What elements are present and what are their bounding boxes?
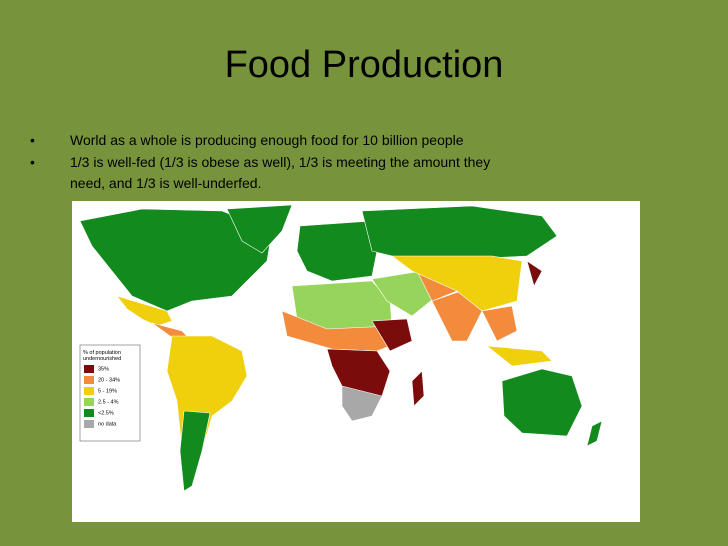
southeast-asia xyxy=(481,305,518,342)
north-america xyxy=(79,208,273,312)
russia xyxy=(361,205,558,262)
bullet: 1/3 is well-fed (1/3 is obese as well), … xyxy=(30,152,500,194)
legend-swatch xyxy=(84,420,94,428)
horn-of-africa xyxy=(371,318,413,352)
slide-title: Food Production xyxy=(224,44,504,86)
north-korea xyxy=(526,260,543,287)
europe xyxy=(296,220,378,282)
legend-swatch xyxy=(84,398,94,406)
bullet: World as a whole is producing enough foo… xyxy=(30,130,500,151)
greenland xyxy=(226,204,293,254)
legend-swatch xyxy=(84,387,94,395)
legend-title: % of population undernourished xyxy=(83,350,121,362)
indonesia xyxy=(486,345,553,367)
china-mongolia xyxy=(391,255,523,312)
legend-label: 2.5 - 4% xyxy=(98,399,119,405)
bullet-list: World as a whole is producing enough foo… xyxy=(30,130,500,195)
world-map: % of population undernourished 35% 20 - 34… xyxy=(72,201,640,522)
legend-swatch xyxy=(84,376,94,384)
legend: % of population undernourished 35% 20 - 34… xyxy=(79,344,141,442)
australia xyxy=(501,368,583,437)
madagascar xyxy=(411,370,425,407)
legend-swatch xyxy=(84,365,94,373)
legend-label: 35% xyxy=(98,366,109,372)
countries xyxy=(79,204,603,492)
legend-items: 35% 20 - 34% 5 - 19% 2.5 - 4% <2.5% no data xyxy=(84,365,120,428)
southern-cone xyxy=(179,410,211,492)
legend-label: no data xyxy=(98,421,117,427)
legend-label: 5 - 19% xyxy=(98,388,117,394)
middle-east xyxy=(371,270,438,317)
legend-label: <2.5% xyxy=(98,410,114,416)
new-zealand xyxy=(586,420,603,447)
southern-africa xyxy=(341,385,383,422)
legend-swatch xyxy=(84,409,94,417)
legend-label: 20 - 34% xyxy=(98,377,120,383)
